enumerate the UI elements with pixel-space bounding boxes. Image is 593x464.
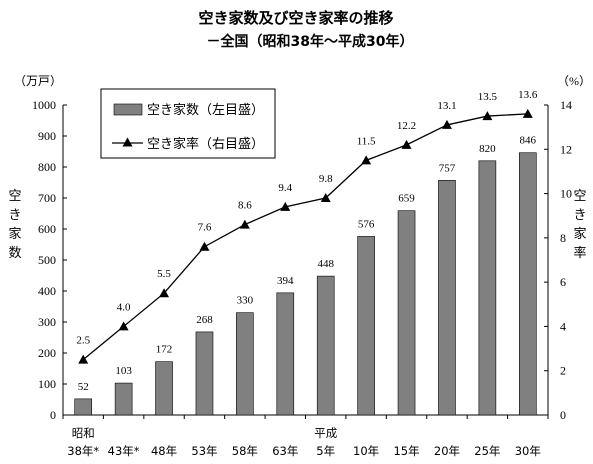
line-value-label: 5.5 <box>157 268 171 280</box>
left-axis-unit: （万戸） <box>14 74 62 88</box>
x-axis-category-label: 53年 <box>191 444 217 458</box>
line-value-label: 9.8 <box>319 173 333 185</box>
right-axis-tick-label: 14 <box>560 98 572 112</box>
x-axis-category-label: 48年 <box>151 444 177 458</box>
chart-subtitle: －全国（昭和38年～平成30年） <box>207 33 414 50</box>
right-axis-tick-label: 10 <box>560 187 572 201</box>
line-path <box>82 113 528 361</box>
bar-value-label: 448 <box>317 258 334 270</box>
x-axis-category-label: 63年 <box>272 444 298 458</box>
right-axis-tick-label: 4 <box>560 319 566 333</box>
bar <box>438 180 456 416</box>
x-axis-era-label: 平成 <box>314 426 337 440</box>
left-axis-tick-label: 100 <box>38 377 56 391</box>
line-value-label: 12.2 <box>397 120 416 132</box>
data-labels: 52 103 172 268 330 394 448 576 659 757 820 846 2.5 4.… <box>76 89 538 393</box>
left-axis-tick-label: 1000 <box>32 98 56 112</box>
x-axis-category-label: 15年 <box>393 444 419 458</box>
bar-value-label: 576 <box>358 218 375 230</box>
bar <box>236 312 254 416</box>
triangle-marker-icon <box>239 219 250 229</box>
right-axis-tick-label: 2 <box>560 364 566 378</box>
right-axis-title: 空き家率 <box>573 189 586 261</box>
x-axis-category-label: 10年 <box>353 444 379 458</box>
right-axis-unit: （%） <box>557 74 591 88</box>
right-axis-tick-label: 12 <box>560 142 572 156</box>
axis-titles: 空き家数 空き家率 <box>8 189 586 261</box>
triangle-marker-icon <box>320 193 331 202</box>
axes: 0 100 200 300 400 500 600 700 800 900 1000 0 2 4 6 8 10 1… <box>32 98 572 458</box>
line-value-label: 7.6 <box>198 222 212 234</box>
bar-value-label: 659 <box>398 193 415 205</box>
bar <box>114 382 133 416</box>
bar-value-label: 757 <box>439 162 456 174</box>
bar-value-label: 394 <box>277 275 294 287</box>
legend-line-label: 空き家率（右目盛） <box>147 136 264 152</box>
legend-bar-swatch <box>113 103 143 116</box>
left-axis-tick-label: 200 <box>38 346 56 360</box>
bar-value-label: 52 <box>78 381 89 393</box>
bar <box>276 292 295 416</box>
left-axis-title: 空き家数 <box>8 189 21 261</box>
bar-value-label: 103 <box>115 365 132 377</box>
triangle-marker-icon <box>78 354 89 364</box>
bar-value-label: 846 <box>520 135 537 147</box>
bar <box>195 331 214 416</box>
bar <box>478 160 497 416</box>
line-value-label: 9.4 <box>278 182 292 194</box>
legend-bar-label: 空き家数（左目盛） <box>147 102 264 118</box>
x-axis-category-label: 20年 <box>434 444 460 458</box>
left-axis-tick-label: 400 <box>38 284 56 298</box>
line-value-label: 2.5 <box>76 335 90 347</box>
bar-value-label: 172 <box>156 344 173 356</box>
left-axis-tick-label: 0 <box>50 408 56 422</box>
left-axis-tick-label: 900 <box>38 129 56 143</box>
left-axis-tick-label: 800 <box>38 160 56 174</box>
right-axis-tick-label: 8 <box>560 231 566 245</box>
bar-value-label: 330 <box>237 295 254 307</box>
x-axis-category-label: 30年 <box>515 444 541 458</box>
bar <box>357 236 375 416</box>
line-value-label: 13.1 <box>437 100 456 112</box>
legend: 空き家数（左目盛） 空き家率（右目盛） <box>100 88 276 159</box>
x-axis-category-label: 5年 <box>316 444 335 458</box>
line-value-label: 4.0 <box>117 301 131 313</box>
triangle-marker-icon <box>441 119 452 129</box>
chart-title: 空き家数及び空き家率の推移 <box>198 9 393 27</box>
x-axis-era-label: 昭和 <box>72 426 95 440</box>
right-axis-tick-label: 0 <box>560 408 566 422</box>
triangle-marker-icon <box>159 288 170 298</box>
bar-value-label: 268 <box>196 314 213 326</box>
right-axis-tick-label: 6 <box>560 275 566 289</box>
triangle-marker-icon <box>118 321 129 331</box>
triangle-marker-icon <box>361 155 372 165</box>
x-axis-category-label: 43年* <box>108 444 140 458</box>
line-value-label: 8.6 <box>238 200 252 212</box>
line-value-label: 13.5 <box>478 91 498 103</box>
left-axis-tick-label: 600 <box>38 222 56 236</box>
bar-series <box>74 152 537 416</box>
bar <box>518 152 537 416</box>
triangle-marker-icon <box>401 139 412 149</box>
triangle-marker-icon <box>280 201 291 211</box>
line-series <box>78 108 533 364</box>
x-axis-category-label: 38年* <box>67 444 99 458</box>
line-value-label: 11.5 <box>357 135 376 147</box>
bar <box>155 361 173 416</box>
x-axis-category-label: 25年 <box>474 444 500 458</box>
left-axis-tick-label: 700 <box>38 191 56 205</box>
left-axis-tick-label: 300 <box>38 315 56 329</box>
bar-value-label: 820 <box>479 143 496 155</box>
legend-triangle-marker-icon <box>122 137 133 147</box>
triangle-marker-icon <box>482 111 493 121</box>
x-axis-category-label: 58年 <box>232 444 258 458</box>
line-value-label: 13.6 <box>518 89 538 101</box>
left-axis-tick-label: 500 <box>38 253 56 267</box>
triangle-marker-icon <box>199 241 210 251</box>
bar <box>74 398 93 416</box>
bar <box>316 275 335 416</box>
bar <box>397 210 416 416</box>
triangle-marker-icon <box>522 108 533 118</box>
